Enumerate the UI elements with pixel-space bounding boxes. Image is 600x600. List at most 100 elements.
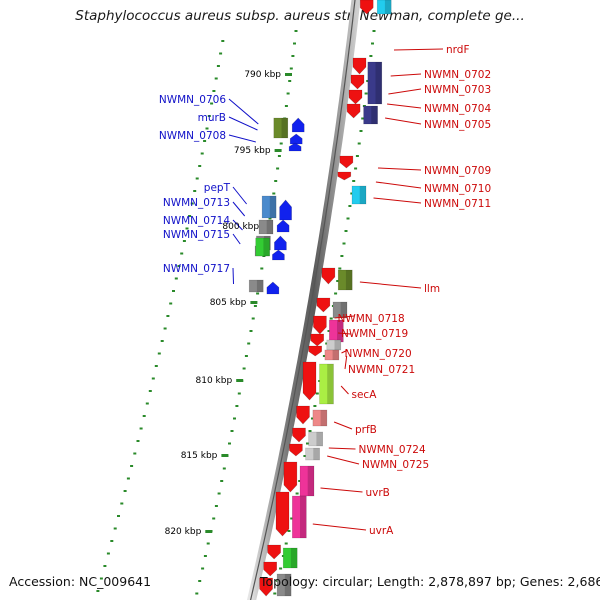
leader-line-right xyxy=(390,73,422,77)
outer-tick-track-left-tick xyxy=(237,392,241,395)
tick-track-right-tick xyxy=(327,330,331,332)
outer-tick-track-left-tick xyxy=(242,367,246,370)
outer-track-tick xyxy=(136,440,140,442)
cog-color-block-shade xyxy=(340,302,347,318)
outer-tick-track-left-tick xyxy=(277,155,281,157)
gene-label-right: NWMN_0703 xyxy=(424,84,491,96)
leader-line-left xyxy=(232,186,247,205)
tick-track-right-tick xyxy=(342,242,346,245)
cog-color-block-shade xyxy=(284,574,292,596)
tick-track-right-tick xyxy=(313,405,317,407)
outer-track-tick xyxy=(180,252,184,255)
forward-cds-arrow xyxy=(275,491,290,537)
gene-label-right: NWMN_0724 xyxy=(359,444,426,456)
forward-cds-arrow xyxy=(346,103,361,119)
outer-tick-track-left-tick xyxy=(288,80,292,82)
outer-tick-track-left-tick xyxy=(217,492,221,495)
scale-label: 820 kbp xyxy=(165,527,202,537)
outer-track-tick xyxy=(182,240,186,242)
outer-tick-track-left-tick xyxy=(214,505,218,507)
cog-color-block-shade xyxy=(269,196,277,218)
gene-label-left: pepT xyxy=(204,182,231,194)
tick-track-right-tick xyxy=(338,267,342,270)
leader-line-right xyxy=(340,385,349,395)
leader-line-left xyxy=(232,219,243,231)
outer-track-tick xyxy=(205,127,209,130)
tick-track-right-tick xyxy=(364,92,368,95)
tick-track-right-tick xyxy=(344,230,348,232)
leader-line-left xyxy=(232,233,241,245)
tick-track-right-tick xyxy=(284,542,288,545)
outer-track-tick xyxy=(145,402,149,405)
outer-track-tick xyxy=(133,452,137,455)
outer-track-tick xyxy=(110,540,114,542)
gene-label-right: NWMN_0711 xyxy=(424,198,491,210)
tick-track-right-tick xyxy=(303,455,307,457)
outer-tick-track-left-tick xyxy=(274,180,278,182)
leader-line-right xyxy=(373,197,422,204)
outer-tick-track-left-tick xyxy=(201,567,205,570)
tick-track-right-tick xyxy=(315,392,319,395)
gene-label-right: uvrB xyxy=(366,487,390,499)
backbone-layer xyxy=(246,0,361,600)
forward-cds-arrow xyxy=(267,544,281,560)
outer-track-tick xyxy=(172,290,175,292)
leader-line-right xyxy=(333,421,353,430)
outer-tick-track-left-tick xyxy=(228,442,231,445)
outer-track-tick xyxy=(130,465,134,467)
tick-track-right-tick xyxy=(357,142,361,145)
leader-line-left xyxy=(228,98,259,125)
outer-track-tick xyxy=(151,377,155,380)
tick-track-right-tick xyxy=(298,480,302,482)
leader-line-right xyxy=(375,181,422,189)
forward-cds-arrow xyxy=(310,333,325,347)
forward-cds-arrow xyxy=(296,405,310,425)
leader-line-right xyxy=(388,88,422,95)
outer-track-tick xyxy=(210,102,214,105)
forward-cds-arrow xyxy=(302,361,317,401)
outer-tick-track-left-tick xyxy=(198,580,202,582)
cog-color-block-shade xyxy=(327,364,334,404)
gene-label-right: secA xyxy=(352,389,378,401)
cog-color-block xyxy=(376,0,392,15)
genome-summary-text: Topology: circular; Length: 2,878,897 bp… xyxy=(260,574,600,589)
feature-layer xyxy=(248,0,392,597)
gene-label-left: NWMN_0706 xyxy=(159,94,226,106)
scale-major-tick xyxy=(250,301,258,304)
forward-cds-arrow xyxy=(283,461,298,493)
tick-track-right-tick xyxy=(334,292,338,295)
leader-line-right xyxy=(393,48,444,51)
cog-color-block xyxy=(305,447,320,461)
cog-color-block xyxy=(276,573,292,597)
outer-tick-track-left-tick xyxy=(289,67,293,70)
leader-line-right xyxy=(359,281,422,289)
gene-label-left: NWMN_0717 xyxy=(163,263,230,275)
outer-tick-track-left-tick xyxy=(222,467,226,470)
outer-track-tick xyxy=(221,40,225,42)
scale-label: 815 kbp xyxy=(181,451,218,461)
gene-label-left: murB xyxy=(198,112,226,124)
cog-color-block-shade xyxy=(375,62,382,104)
gene-label-right: NWMN_0709 xyxy=(424,165,491,177)
outer-tick-track-left-tick xyxy=(279,142,283,145)
cog-color-block-shade xyxy=(337,320,344,342)
leader-line-right xyxy=(387,103,422,109)
cog-color-block-shade xyxy=(266,220,273,234)
tick-track-right-tick xyxy=(295,492,299,495)
tick-track-right-tick xyxy=(273,592,277,595)
outer-track-tick xyxy=(160,340,164,342)
tick-track-right-tick xyxy=(348,205,352,207)
outer-track-tick xyxy=(169,302,173,305)
outer-tick-track-left-tick xyxy=(233,417,236,420)
outer-track-tick xyxy=(193,190,197,192)
cog-color-block-shade xyxy=(359,186,366,204)
tick-track-right-tick xyxy=(359,130,363,132)
forward-cds-arrow xyxy=(263,561,278,577)
outer-tick-track-left-tick xyxy=(294,30,298,32)
outer-tick-track-left-tick xyxy=(272,192,276,195)
forward-cds-arrow xyxy=(359,0,374,15)
cog-color-block xyxy=(248,279,264,293)
outer-track-tick xyxy=(198,165,202,167)
tick-track-right-tick xyxy=(311,417,314,420)
tick-track-right-tick xyxy=(322,355,326,357)
